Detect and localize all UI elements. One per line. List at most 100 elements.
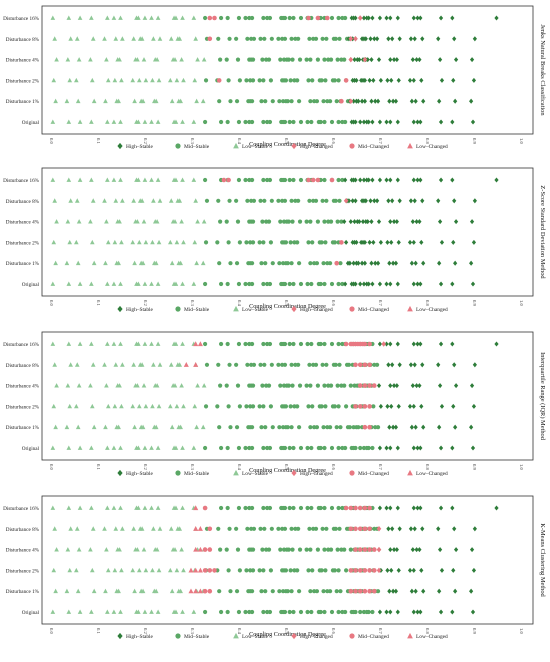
x-tick-label: 0.6 (331, 138, 336, 144)
legend-marker (407, 469, 413, 476)
data-point (472, 36, 477, 42)
data-point (322, 57, 327, 62)
data-point (384, 119, 389, 125)
changed-point (353, 588, 358, 594)
data-point (472, 362, 477, 368)
data-point (470, 445, 476, 451)
row-label: Disturbance 1% (6, 261, 40, 267)
data-point (169, 260, 175, 266)
legend-marker (349, 470, 355, 476)
data-point (342, 57, 347, 62)
legend-marker (117, 469, 123, 477)
data-point (54, 57, 59, 62)
data-point (323, 568, 328, 573)
data-point (356, 260, 361, 266)
data-point (111, 177, 117, 182)
data-point (65, 547, 71, 552)
legend-marker (175, 143, 181, 149)
data-point (257, 78, 262, 83)
x-tick-label: 0.5 (284, 138, 289, 144)
data-point (295, 78, 300, 83)
data-point (313, 36, 319, 41)
data-point (228, 261, 233, 266)
data-point (297, 425, 302, 430)
data-point (372, 36, 377, 42)
x-axis-label: Coupling Coordination Degree (249, 303, 326, 310)
data-point (393, 98, 399, 104)
data-point (358, 119, 363, 125)
data-point (412, 198, 417, 204)
data-point (385, 77, 390, 83)
data-point (177, 36, 183, 41)
legend-marker (407, 632, 413, 639)
data-point (290, 383, 295, 388)
data-point (391, 588, 396, 594)
data-point (112, 567, 118, 573)
data-point (250, 78, 256, 83)
data-point (250, 15, 255, 21)
data-point (245, 36, 250, 41)
data-point (360, 239, 366, 245)
data-point (136, 403, 142, 409)
data-point (322, 609, 327, 615)
changed-point (343, 78, 349, 83)
data-point (376, 57, 382, 63)
data-point (281, 505, 286, 511)
data-point (200, 98, 206, 104)
data-point (76, 57, 82, 62)
data-point (411, 341, 416, 347)
data-point (286, 57, 291, 62)
data-point (322, 119, 327, 125)
data-point (385, 239, 390, 245)
x-tick-label: 0.2 (143, 138, 148, 144)
changed-point (367, 383, 372, 388)
row-label: Original (22, 282, 40, 288)
legend-marker (349, 143, 355, 149)
data-point (203, 15, 208, 21)
legend: High–Stable Mid–Stable Low–Stable High–Chan… (117, 469, 448, 477)
data-point (261, 609, 266, 615)
data-point (415, 505, 420, 511)
data-point (336, 505, 341, 511)
data-point (307, 198, 312, 203)
data-point (112, 239, 118, 245)
legend-marker (117, 305, 123, 313)
changed-point (362, 362, 368, 368)
data-point (411, 15, 416, 21)
legend-marker (291, 305, 297, 313)
data-point (336, 119, 341, 125)
data-point (258, 362, 263, 367)
data-point (297, 261, 302, 266)
data-point (269, 526, 274, 531)
data-point (143, 77, 149, 83)
legend-marker (291, 469, 297, 477)
data-point (361, 198, 367, 204)
data-point (358, 609, 363, 615)
data-point (266, 57, 272, 62)
data-point (50, 177, 56, 182)
data-point (104, 547, 109, 552)
data-point (344, 239, 349, 245)
data-point (322, 219, 327, 224)
data-point (397, 198, 402, 204)
data-point (204, 198, 210, 203)
data-point (414, 219, 419, 225)
changed-point (306, 15, 311, 21)
data-point (270, 99, 275, 104)
data-point (420, 362, 425, 368)
data-point (89, 505, 94, 510)
data-point (410, 57, 415, 63)
data-point (168, 567, 173, 573)
data-point (136, 239, 142, 245)
data-point (334, 99, 339, 104)
data-point (131, 198, 136, 203)
panel-frame (41, 167, 534, 297)
data-point (243, 177, 248, 183)
changed-point (362, 424, 368, 430)
data-point (290, 57, 295, 62)
data-point (201, 57, 207, 62)
data-point (263, 261, 268, 266)
data-point (388, 547, 393, 553)
data-point (384, 15, 389, 21)
data-point (377, 281, 383, 287)
